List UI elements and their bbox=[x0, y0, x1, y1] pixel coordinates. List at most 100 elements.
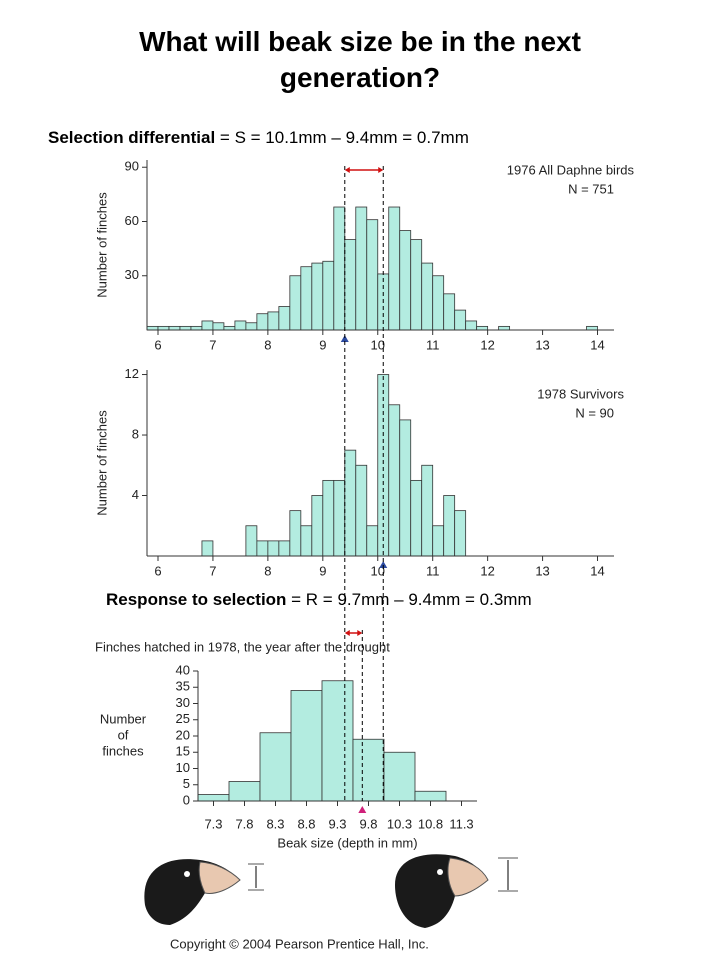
x-tick-label: 10 bbox=[371, 337, 385, 352]
histogram-bar bbox=[223, 325, 236, 331]
sample-size: N = 90 bbox=[575, 405, 614, 420]
histogram-bar bbox=[366, 525, 379, 557]
bird-left bbox=[144, 859, 264, 925]
response-formula: Response to selection = R = 9.7mm – 9.4m… bbox=[106, 590, 532, 610]
response-value: = R = 9.7mm – 9.4mm = 0.3mm bbox=[286, 590, 532, 609]
histogram-bar bbox=[344, 239, 357, 331]
histogram-bar bbox=[333, 206, 346, 331]
x-tick-label: 7.3 bbox=[204, 816, 222, 831]
histogram-bar bbox=[322, 260, 335, 331]
histogram-bar bbox=[157, 325, 170, 331]
y-axis-label: Number of finches bbox=[94, 410, 109, 516]
histogram-bar bbox=[383, 751, 416, 802]
histogram-bar bbox=[366, 219, 379, 331]
histogram-bar bbox=[355, 464, 368, 557]
histogram-bar bbox=[388, 404, 401, 557]
x-tick-label: 9.8 bbox=[359, 816, 377, 831]
slide-title: What will beak size be in the next gener… bbox=[139, 26, 581, 93]
histogram-bar bbox=[245, 322, 258, 331]
x-tick-label: 8.8 bbox=[297, 816, 315, 831]
histogram-bar bbox=[289, 275, 302, 331]
histogram-bar bbox=[179, 325, 192, 331]
response-label: Response to selection bbox=[106, 590, 287, 609]
histogram-bar bbox=[414, 790, 447, 802]
histogram-bar bbox=[454, 309, 467, 331]
x-tick-label: 6 bbox=[154, 337, 161, 352]
y-tick-label: 15 bbox=[176, 744, 190, 759]
histogram-bar bbox=[289, 510, 302, 557]
y-tick-label: 90 bbox=[125, 159, 139, 174]
histogram-bar bbox=[410, 479, 423, 557]
x-tick-label: 12 bbox=[480, 337, 494, 352]
x-tick-label: 6 bbox=[154, 563, 161, 578]
annotation: 1976 All Daphne birds bbox=[507, 162, 635, 177]
y-tick-label: 25 bbox=[176, 711, 190, 726]
selection-label: Selection differential bbox=[48, 128, 216, 147]
histogram-bar bbox=[278, 540, 291, 557]
selection-formula: Selection differential = S = 10.1mm – 9.… bbox=[48, 128, 469, 148]
x-tick-label: 10.8 bbox=[418, 816, 443, 831]
histogram-bar bbox=[190, 325, 203, 331]
selection-value: = S = 10.1mm – 9.4mm = 0.7mm bbox=[215, 128, 469, 147]
histogram-bar bbox=[311, 262, 324, 331]
histogram-bar bbox=[377, 374, 390, 557]
histogram-bar bbox=[454, 510, 467, 557]
histogram-bar bbox=[278, 306, 291, 331]
y-tick-label: 60 bbox=[125, 213, 139, 228]
histogram-bar bbox=[300, 266, 313, 331]
histogram-bar bbox=[300, 525, 313, 557]
histogram-bar bbox=[399, 419, 412, 557]
histogram-bar bbox=[290, 690, 323, 802]
histogram-bar bbox=[267, 540, 280, 557]
y-tick-label: 10 bbox=[176, 760, 190, 775]
y-tick-label: 4 bbox=[132, 487, 139, 502]
x-tick-label: 9.3 bbox=[328, 816, 346, 831]
x-tick-label: 13 bbox=[535, 337, 549, 352]
y-tick-label: 8 bbox=[132, 426, 139, 441]
copyright: Copyright © 2004 Pearson Prentice Hall, … bbox=[170, 936, 429, 951]
x-tick-label: 11.3 bbox=[449, 816, 473, 831]
x-tick-label: 9 bbox=[319, 563, 326, 578]
histogram-bar bbox=[465, 320, 478, 331]
annotation: 1978 Survivors bbox=[537, 386, 624, 401]
histogram-bar bbox=[432, 525, 445, 557]
histogram-bar bbox=[256, 540, 269, 557]
x-tick-label: 8 bbox=[264, 337, 271, 352]
x-tick-label: 8 bbox=[264, 563, 271, 578]
histogram-bar bbox=[344, 449, 357, 557]
histogram-bar bbox=[212, 322, 225, 331]
y-tick-label: 20 bbox=[176, 727, 190, 742]
histogram-bar bbox=[476, 325, 489, 331]
x-tick-label: 11 bbox=[426, 337, 440, 352]
x-tick-label: 7 bbox=[209, 337, 216, 352]
histogram-bar bbox=[443, 293, 456, 331]
bird-right bbox=[395, 854, 518, 928]
histogram-bar bbox=[355, 206, 368, 331]
x-tick-label: 13 bbox=[535, 563, 549, 578]
y-tick-label: 30 bbox=[176, 695, 190, 710]
y-tick-label: 0 bbox=[183, 792, 190, 807]
y-tick-label: 30 bbox=[125, 267, 139, 282]
histogram-bar bbox=[498, 325, 511, 331]
mean-marker bbox=[379, 561, 388, 568]
histogram-bar bbox=[388, 206, 401, 331]
histogram-bar bbox=[322, 479, 335, 557]
arrow-head bbox=[344, 630, 363, 636]
x-tick-label: 7.8 bbox=[235, 816, 253, 831]
mean-marker bbox=[358, 806, 367, 813]
x-axis-label: Beak size (depth in mm) bbox=[277, 835, 417, 850]
histogram-bar bbox=[399, 230, 412, 331]
y-tick-label: 40 bbox=[176, 662, 190, 677]
x-tick-label: 7 bbox=[209, 563, 216, 578]
histogram-bar bbox=[311, 495, 324, 557]
y-tick-label: 5 bbox=[183, 776, 190, 791]
histogram-bar bbox=[267, 311, 280, 331]
y-tick-label: 35 bbox=[176, 679, 190, 694]
y-axis-label: Number of finches bbox=[94, 192, 109, 298]
histogram-bar bbox=[333, 479, 346, 557]
y-tick-label: 12 bbox=[125, 366, 139, 381]
histogram-bar bbox=[201, 540, 214, 557]
x-tick-label: 11 bbox=[426, 563, 440, 578]
